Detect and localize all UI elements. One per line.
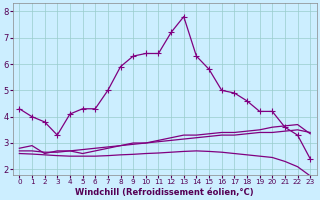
- X-axis label: Windchill (Refroidissement éolien,°C): Windchill (Refroidissement éolien,°C): [76, 188, 254, 197]
